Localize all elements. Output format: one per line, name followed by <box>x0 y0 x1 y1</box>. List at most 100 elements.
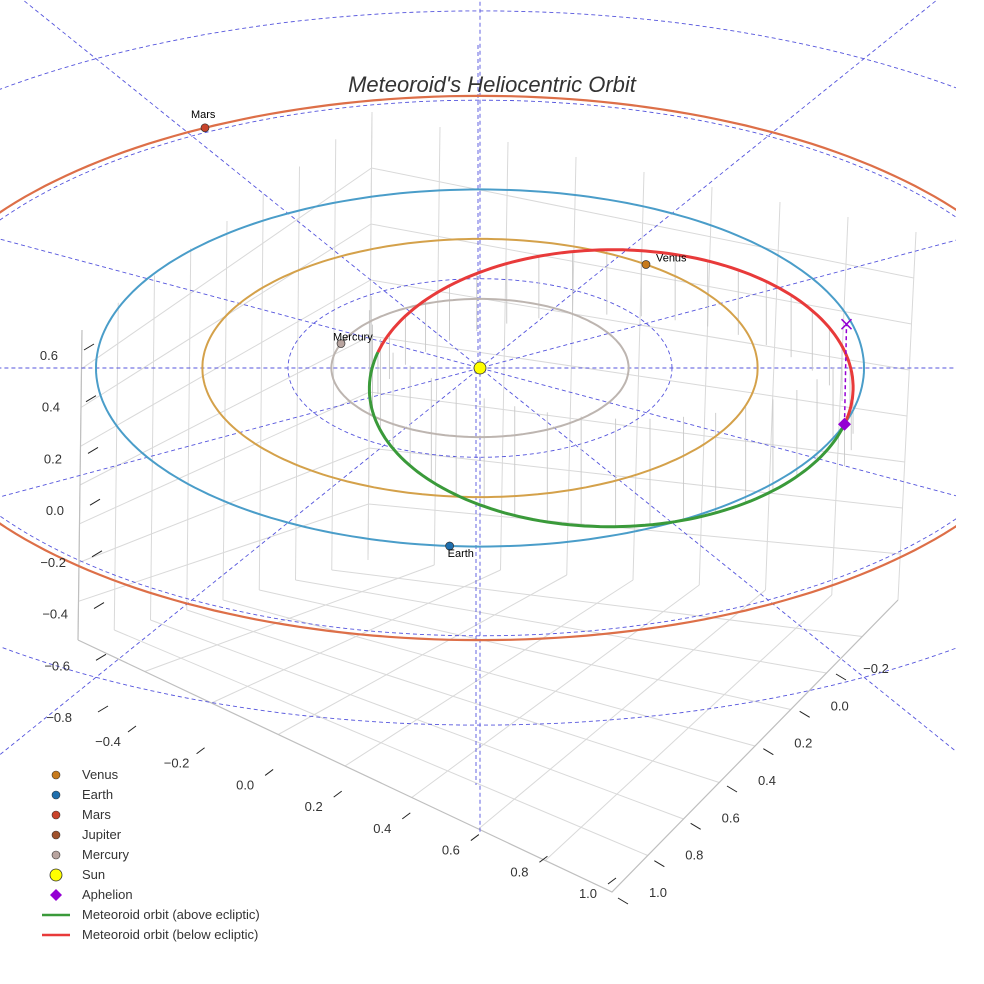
legend-dot <box>51 790 61 800</box>
legend-swatch <box>51 790 61 800</box>
floor-gridline <box>331 569 863 637</box>
legend-swatch <box>51 810 61 820</box>
wall-gridline <box>78 447 903 563</box>
floor-gridline <box>295 579 827 674</box>
markers: Mercury Venus Earth Mars <box>191 109 853 560</box>
y-tick-label: 1.0 <box>649 885 667 900</box>
orbit-mars <box>0 94 956 642</box>
legend-item: Sun <box>38 865 260 885</box>
x-tick <box>127 725 137 733</box>
legend-label: Meteoroid orbit (above ecliptic) <box>82 907 260 922</box>
planet-label-mercury: Mercury <box>333 332 373 344</box>
legend-label: Venus <box>82 767 119 782</box>
wall-gridline <box>79 335 908 486</box>
y-tick <box>763 748 774 756</box>
aphelion-projection-marker <box>840 318 853 330</box>
y-tick-label: −0.2 <box>863 661 889 676</box>
planet-label-mars: Mars <box>191 109 216 121</box>
z-tick <box>89 498 101 506</box>
planet-earth <box>445 541 454 551</box>
legend-swatch <box>51 850 61 860</box>
legend-label: Mars <box>82 807 111 822</box>
legend-swatch <box>51 770 61 780</box>
wall-grid <box>77 111 917 641</box>
x-tick <box>264 769 274 776</box>
y-tick-label: 0.6 <box>722 810 740 825</box>
legend-label: Earth <box>82 787 114 802</box>
y-tick <box>835 673 847 681</box>
legend-swatch <box>42 933 70 937</box>
planet-mars <box>200 123 210 133</box>
z-tick-label: 0.6 <box>40 348 58 363</box>
z-tick-label: 0.0 <box>46 503 64 518</box>
x-tick <box>196 747 205 755</box>
aphelion-projection <box>843 324 848 425</box>
chart-title: Meteoroid's Heliocentric Orbit <box>348 72 636 97</box>
z-tick-label: −0.4 <box>42 607 68 622</box>
x-tick-label: 0.8 <box>510 864 528 879</box>
legend-item: Mars <box>38 805 260 825</box>
x-tick-label: 0.2 <box>305 799 323 814</box>
z-tick <box>91 550 103 558</box>
legend-item: Meteoroid orbit (above ecliptic) <box>38 905 260 925</box>
legend: Venus Earth Mars Jupiter Mercury Sun Aphelion M… <box>38 765 260 945</box>
floor-gridline <box>259 589 791 710</box>
y-tick-label: 0.0 <box>831 698 849 713</box>
plot-area: Mercury Venus Earth Mars <box>0 0 956 833</box>
meteoroid-orbit-above <box>367 351 846 529</box>
legend-diamond <box>50 889 62 901</box>
legend-sun <box>49 868 63 882</box>
y-tick <box>726 785 738 793</box>
legend-label: Aphelion <box>82 887 133 902</box>
legend-swatch <box>49 868 63 882</box>
legend-item: Mercury <box>38 845 260 865</box>
reference-spoke <box>22 0 956 752</box>
floor-grid <box>114 564 863 861</box>
floor-gridline <box>222 599 756 747</box>
legend-label: Sun <box>82 867 106 882</box>
floor-gridline <box>411 584 700 798</box>
planet-label-earth: Earth <box>448 548 474 560</box>
z-tick-label: 0.2 <box>44 451 62 466</box>
y-tick-label: 0.2 <box>794 736 812 751</box>
legend-dot <box>51 830 61 840</box>
wall-gridline <box>81 167 914 370</box>
y-tick-label: 0.8 <box>685 848 703 863</box>
y-tick <box>617 897 629 905</box>
legend-label: Meteoroid orbit (below ecliptic) <box>82 927 259 942</box>
y-tick-label: 0.4 <box>758 773 776 788</box>
z-tick <box>83 343 95 351</box>
legend-swatch <box>51 830 61 840</box>
floor-gridline <box>544 594 833 861</box>
z-tick <box>85 395 97 403</box>
y-tick <box>690 822 701 830</box>
x-tick-label: 0.0 <box>236 777 254 792</box>
planet-mercury <box>336 339 346 348</box>
legend-label: Jupiter <box>82 827 122 842</box>
legend-dot <box>51 850 61 860</box>
meteoroid-orbit <box>367 248 855 529</box>
z-tick <box>87 446 99 454</box>
legend-label: Mercury <box>82 847 129 862</box>
z-tick <box>93 602 105 610</box>
legend-swatch <box>50 889 62 901</box>
floor-gridline <box>478 589 766 830</box>
orbit-mercury <box>330 297 630 439</box>
legend-item: Venus <box>38 765 260 785</box>
z-tick-label: −0.8 <box>46 710 72 725</box>
axis-edge <box>77 599 899 893</box>
legend-item: Meteoroid orbit (below ecliptic) <box>38 925 260 945</box>
x-tick <box>333 790 343 798</box>
x-tick-label: −0.2 <box>164 756 190 771</box>
z-tick <box>97 705 109 713</box>
wall-gridline <box>78 503 901 602</box>
y-tick <box>654 860 665 868</box>
legend-dot <box>51 810 61 820</box>
z-tick-label: 0.4 <box>42 400 60 415</box>
wall-gridline <box>79 391 905 525</box>
z-tick <box>95 653 107 661</box>
x-tick <box>401 812 411 820</box>
x-tick-label: 0.4 <box>373 821 391 836</box>
planet-label-venus: Venus <box>656 253 687 265</box>
